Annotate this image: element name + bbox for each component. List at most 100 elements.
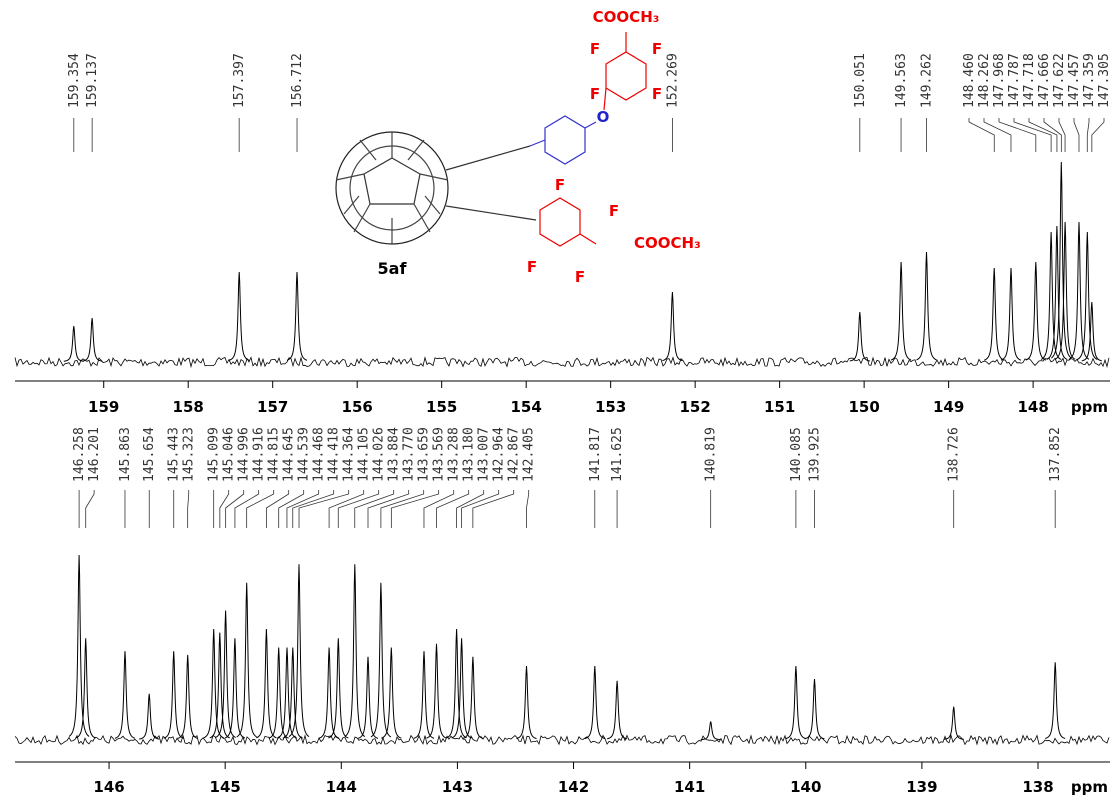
peak <box>413 651 435 739</box>
peak-label: 145.046 <box>222 427 237 482</box>
peak-label: 141.817 <box>588 427 603 482</box>
x-tick-label: 157 <box>257 398 288 416</box>
x-tick-label: 153 <box>595 398 626 416</box>
peak <box>1046 225 1068 360</box>
peak <box>177 654 198 739</box>
peak-label: 145.654 <box>142 427 157 482</box>
peak-leader <box>998 118 1037 152</box>
peak <box>606 680 628 740</box>
peak <box>426 643 447 739</box>
peak-leader <box>367 490 410 528</box>
peak-label: 145.099 <box>207 427 222 482</box>
x-tick-label: 159 <box>88 398 119 416</box>
peak-label: 147.359 <box>1082 53 1097 108</box>
peak-label: 142.867 <box>507 427 522 482</box>
peak-leader <box>246 490 275 528</box>
peak <box>236 582 257 738</box>
peak <box>224 638 246 739</box>
peak-label: 137.852 <box>1048 427 1063 482</box>
aryl-ring-top <box>605 51 647 101</box>
bond <box>445 205 537 221</box>
peak-leader <box>423 490 455 528</box>
peak-label: 140.085 <box>789 427 804 482</box>
peak-label: 144.105 <box>357 427 372 482</box>
peak <box>916 251 937 361</box>
peak-label: 139.925 <box>807 427 822 482</box>
peak-label: 143.569 <box>432 427 447 482</box>
peak-label: 140.819 <box>704 427 719 482</box>
x-tick-label: 138 <box>1022 778 1053 796</box>
peak <box>516 665 537 740</box>
peak-label: 147.787 <box>1007 53 1022 108</box>
peak <box>662 291 683 362</box>
peak-label: 148.262 <box>977 53 992 108</box>
peak-leader <box>1028 118 1058 152</box>
peak <box>256 628 277 739</box>
peak-label: 141.625 <box>610 427 625 482</box>
peak-label: 157.397 <box>232 53 247 108</box>
peak-label: 147.622 <box>1052 53 1067 108</box>
fullerene-edges <box>335 132 449 244</box>
peak-leader <box>461 490 500 528</box>
peak <box>163 651 184 739</box>
x-tick-label: 143 <box>442 778 473 796</box>
peak-leader <box>1043 118 1062 152</box>
x-tick-label: 151 <box>764 398 795 416</box>
peak-label: 147.305 <box>1097 53 1112 108</box>
atom-label: F <box>652 85 662 103</box>
peak <box>1000 267 1022 361</box>
peak <box>370 582 392 738</box>
compound-label: 5af <box>378 259 408 278</box>
x-axis-label: ppm <box>1071 778 1108 796</box>
peak-label: 142.405 <box>522 427 537 482</box>
peak-label: 145.443 <box>167 427 182 482</box>
peak-leader <box>1091 118 1105 152</box>
peak-leader <box>292 490 335 528</box>
peak-label: 143.770 <box>402 427 417 482</box>
phenyl-ring <box>544 115 586 165</box>
peak-leader <box>187 490 190 528</box>
peak-label: 146.258 <box>72 427 87 482</box>
peak <box>114 651 136 739</box>
x-tick-label: 155 <box>426 398 457 416</box>
peak-label: 146.201 <box>87 427 102 482</box>
peak <box>209 632 230 739</box>
peak <box>282 647 303 739</box>
peak-label: 143.007 <box>477 427 492 482</box>
peak <box>63 325 84 362</box>
peak-label: 147.968 <box>992 53 1007 108</box>
peak-label: 144.645 <box>282 427 297 482</box>
peak-label: 148.460 <box>962 53 977 108</box>
x-tick-label: 156 <box>342 398 373 416</box>
peak-leader <box>337 490 380 528</box>
bond <box>579 233 597 245</box>
peak-leader <box>472 490 515 528</box>
bond <box>603 87 607 111</box>
peak <box>1050 161 1072 359</box>
x-tick-label: 152 <box>679 398 710 416</box>
peak-label: 144.815 <box>267 427 282 482</box>
peak <box>229 271 250 361</box>
peak-label: 143.659 <box>417 427 432 482</box>
peak <box>68 554 90 737</box>
peak <box>1077 231 1098 360</box>
x-axis-label: ppm <box>1071 398 1108 416</box>
baseline-noise <box>14 734 1110 746</box>
atom-label: F <box>590 40 600 58</box>
peak <box>268 647 289 739</box>
peak-label: 152.269 <box>665 53 680 108</box>
peak-leader <box>85 490 95 528</box>
x-tick-label: 150 <box>848 398 879 416</box>
group-label: COOCH₃ <box>593 8 660 26</box>
bond <box>529 139 546 147</box>
atom-label: F <box>652 40 662 58</box>
peak <box>82 317 103 362</box>
baseline-noise <box>14 356 1110 369</box>
bond <box>445 145 531 171</box>
atom-label: O <box>597 108 610 126</box>
atom-label: F <box>590 85 600 103</box>
peak-label: 149.262 <box>919 53 934 108</box>
peak <box>804 678 825 740</box>
structure <box>335 32 647 247</box>
